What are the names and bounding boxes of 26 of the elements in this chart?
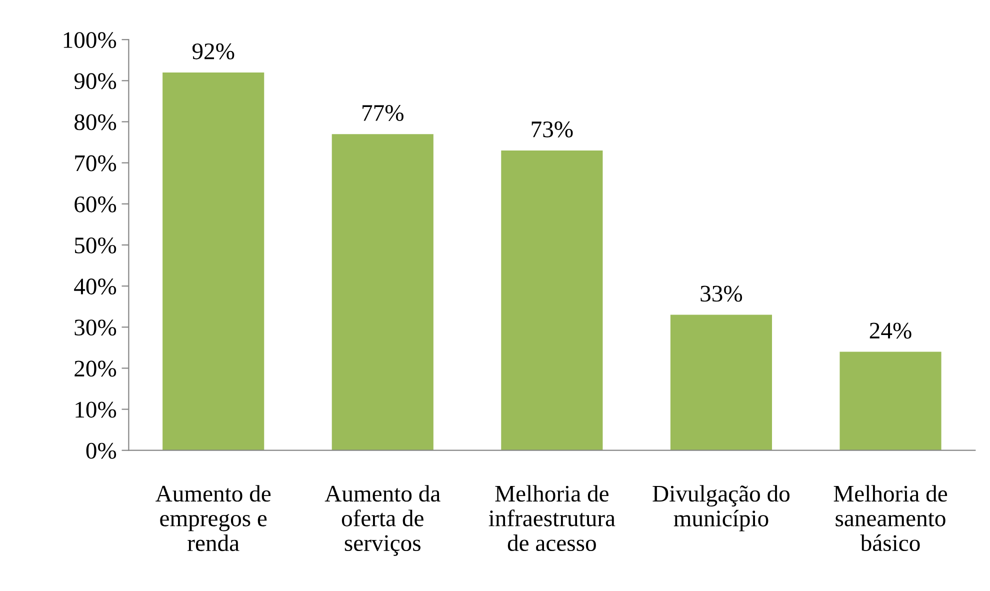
bar bbox=[840, 352, 942, 450]
x-tick-label: Aumento de empregos e renda bbox=[156, 485, 271, 552]
x-tick-label: Melhoria de infraestrutura de acesso bbox=[488, 485, 616, 552]
y-tick-label: 60% bbox=[74, 196, 116, 212]
data-label: 73% bbox=[532, 121, 573, 138]
bar bbox=[501, 150, 603, 450]
data-label: 77% bbox=[362, 105, 404, 122]
x-tick-label: Melhoria de saneamento básico bbox=[834, 485, 948, 552]
y-tick-label: 40% bbox=[74, 278, 116, 295]
y-tick-label: 100% bbox=[64, 32, 116, 48]
x-tick-label: Divulgação do município bbox=[652, 485, 790, 532]
bar bbox=[332, 134, 434, 450]
y-tick-label: 90% bbox=[74, 73, 116, 90]
y-tick-label: 20% bbox=[74, 360, 116, 377]
y-tick-label: 70% bbox=[75, 155, 116, 172]
data-label: 33% bbox=[700, 286, 742, 302]
y-tick-label: 10% bbox=[76, 402, 116, 418]
data-label: 92% bbox=[192, 43, 234, 60]
bar bbox=[670, 314, 772, 450]
y-tick-label: 0% bbox=[86, 442, 116, 459]
x-tick-label: Aumento da oferta de serviços bbox=[324, 485, 440, 556]
y-tick-label: 50% bbox=[74, 237, 116, 254]
y-tick-label: 30% bbox=[74, 320, 116, 336]
bar bbox=[162, 72, 264, 450]
data-label: 24% bbox=[870, 322, 912, 339]
y-tick-label: 80% bbox=[74, 114, 116, 130]
